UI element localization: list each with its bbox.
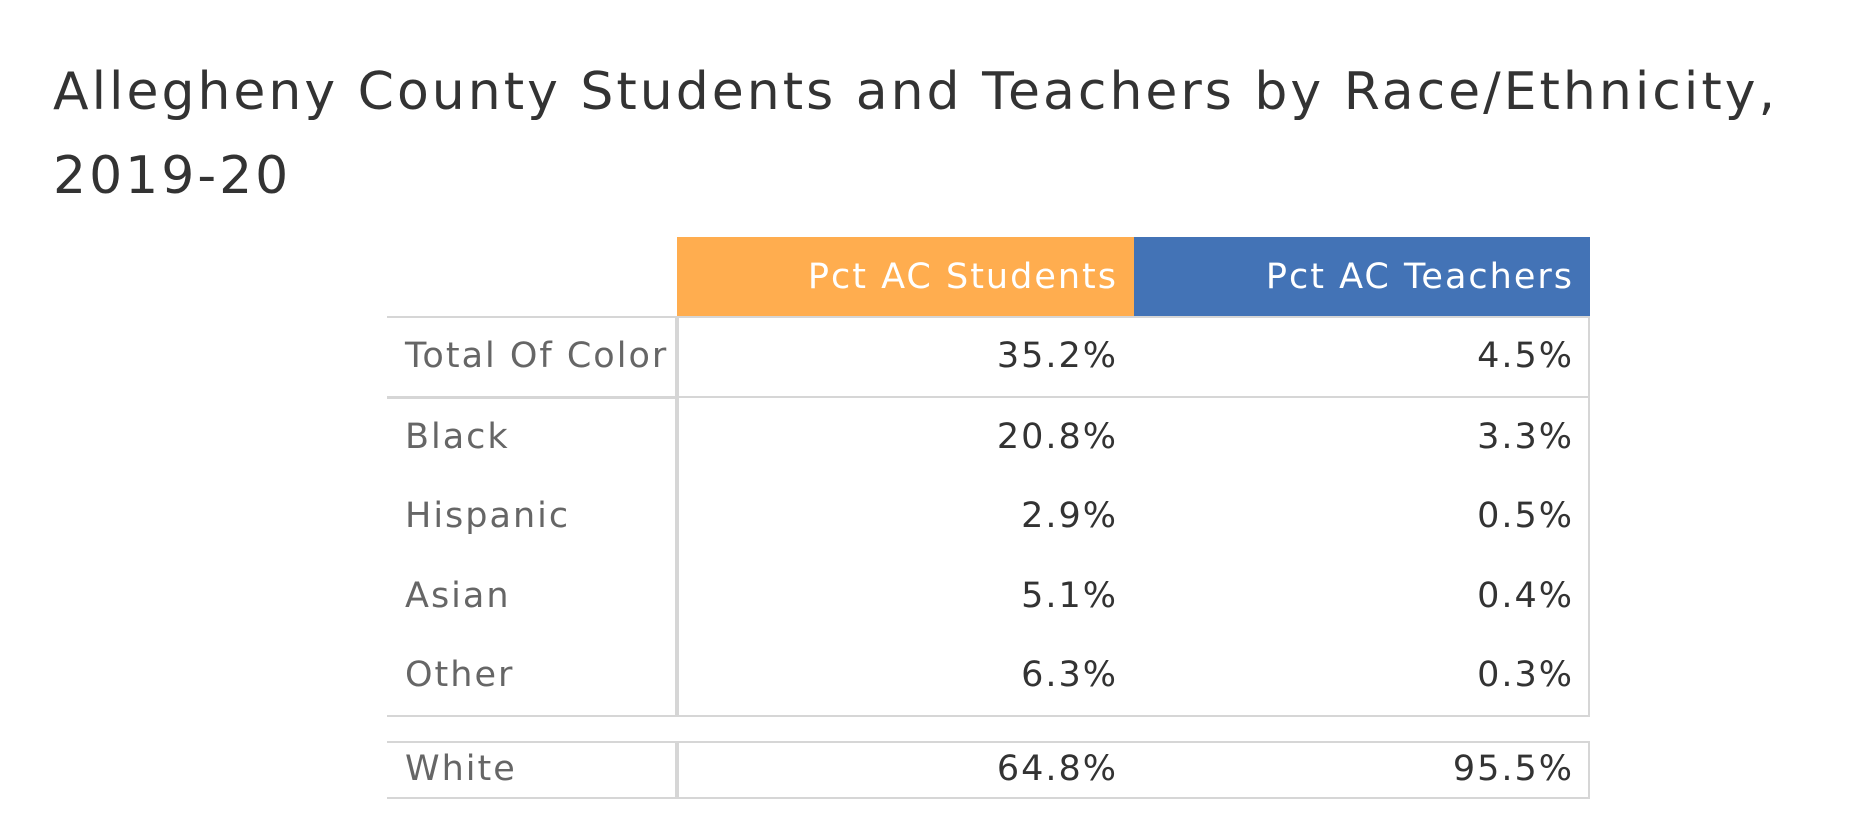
group-box xyxy=(677,316,1590,398)
title: Allegheny County Students and Teachers b… xyxy=(53,62,1779,206)
cell-value: 4.5% xyxy=(1477,336,1574,376)
column-header: Pct AC Teachers xyxy=(1134,237,1590,316)
rule xyxy=(387,397,677,399)
group-box xyxy=(677,397,1590,717)
cell-value: 5.1% xyxy=(1021,575,1118,616)
row-label: Total Of Color xyxy=(387,316,677,396)
column-header: Pct AC Students xyxy=(677,237,1134,316)
cell-value: 95.5% xyxy=(1452,749,1574,789)
row-label: White xyxy=(387,741,677,797)
cell-value: 20.8% xyxy=(996,416,1118,457)
group-box xyxy=(677,741,1590,799)
cell-value: 2.9% xyxy=(1021,496,1118,537)
row-label: Hispanic xyxy=(387,476,677,556)
cell-value: 0.3% xyxy=(1477,655,1574,696)
row-label: Other xyxy=(387,635,677,715)
cell-value: 0.4% xyxy=(1477,575,1574,616)
rule xyxy=(387,715,677,717)
rule xyxy=(387,741,677,743)
cell-value: 0.5% xyxy=(1477,496,1574,537)
cell-value: 35.2% xyxy=(996,336,1118,376)
rule xyxy=(387,316,677,318)
cell-value: 6.3% xyxy=(1021,655,1118,696)
rule xyxy=(387,797,677,799)
cell-value: 64.8% xyxy=(996,749,1118,789)
cell-value: 3.3% xyxy=(1477,416,1574,457)
row-label: Black xyxy=(387,397,677,477)
row-label: Asian xyxy=(387,556,677,636)
